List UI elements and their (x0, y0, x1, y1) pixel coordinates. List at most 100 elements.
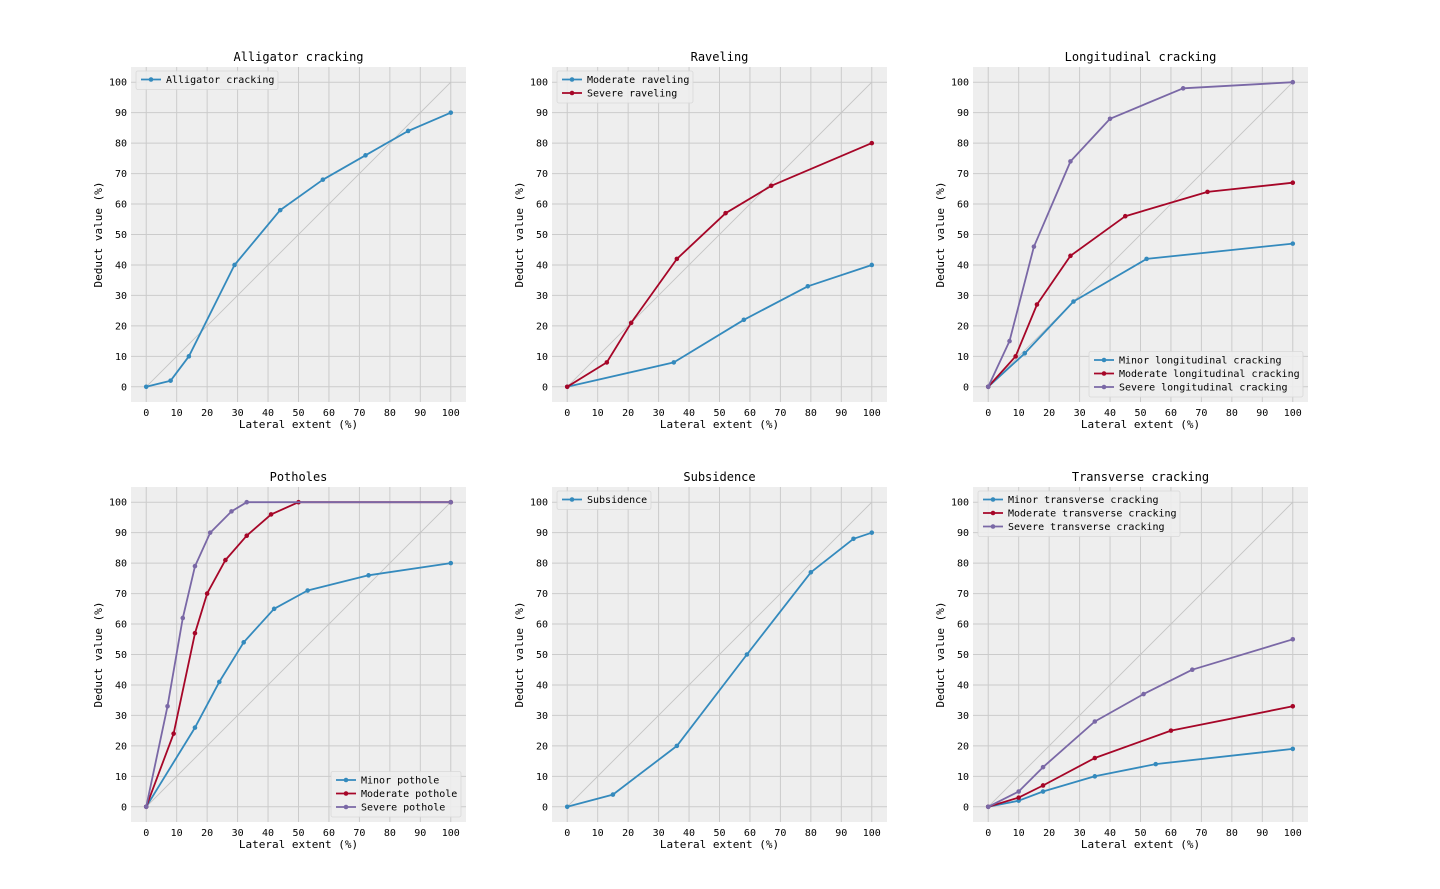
x-tick-label: 100 (1284, 408, 1302, 419)
y-tick-label: 30 (536, 711, 548, 722)
y-tick-label: 60 (536, 620, 548, 631)
data-point (244, 533, 250, 539)
x-tick-label: 100 (442, 828, 460, 839)
data-point (1022, 350, 1028, 356)
x-tick-label: 50 (713, 828, 725, 839)
legend-swatch-marker (569, 77, 575, 82)
chart-panel: 0 10 20 30 40 50 60 70 80 90 100 0 10 20 30 40 50 60 70 80 9… (92, 470, 466, 851)
y-tick-label: 30 (115, 711, 127, 722)
data-point (869, 530, 875, 535)
legend-entry: Severe raveling (587, 89, 677, 100)
legend-swatch-marker (569, 497, 575, 502)
legend-swatch-marker (990, 510, 996, 516)
data-point (1189, 667, 1195, 673)
y-tick-label: 50 (957, 650, 969, 661)
y-tick-label: 30 (957, 711, 969, 722)
legend-entry: Severe transverse cracking (1008, 522, 1165, 533)
data-point (1290, 636, 1296, 642)
legend: Moderate raveling Severe raveling (556, 70, 694, 104)
y-tick-label: 100 (109, 498, 127, 509)
y-tick-label: 40 (957, 680, 969, 691)
y-tick-label: 90 (115, 528, 127, 539)
y-tick-label: 40 (536, 680, 548, 691)
y-tick-label: 0 (542, 382, 548, 393)
data-point (1144, 256, 1149, 262)
reference-diagonal (145, 501, 452, 808)
data-point (1290, 746, 1296, 752)
data-point (674, 743, 680, 749)
x-tick-label: 10 (1013, 408, 1025, 419)
legend: Minor longitudinal cracking Moderate long… (1088, 351, 1304, 398)
data-point (277, 207, 283, 213)
data-point (268, 512, 274, 517)
data-point (204, 591, 210, 596)
y-tick-label: 60 (115, 620, 127, 631)
x-tick-label: 100 (442, 408, 460, 419)
y-tick-label: 60 (115, 200, 127, 211)
y-tick-label: 90 (536, 108, 548, 119)
chart-panel: 0 10 20 30 40 50 60 70 80 90 100 0 10 20 30 40 50 60 70 80 9… (934, 470, 1308, 851)
data-point (271, 606, 277, 612)
data-point (1092, 774, 1098, 779)
chart-title: Longitudinal cracking (1065, 50, 1217, 64)
y-tick-label: 30 (957, 291, 969, 302)
series-line (145, 562, 451, 808)
x-tick-label: 30 (653, 408, 665, 419)
x-tick-label: 80 (1226, 408, 1238, 419)
data-point (143, 384, 149, 390)
y-tick-label: 40 (957, 260, 969, 271)
chart-panel: 0 10 20 30 40 50 60 70 80 90 100 0 10 20 30 40 50 60 70 80 9… (934, 50, 1308, 431)
y-tick-label: 20 (536, 741, 548, 752)
data-point (223, 557, 228, 563)
data-point (1141, 691, 1146, 697)
x-tick-label: 50 (1134, 828, 1146, 839)
data-point (1290, 180, 1296, 186)
data-point (1092, 755, 1098, 761)
x-tick-label: 100 (863, 828, 881, 839)
data-point (207, 530, 213, 535)
x-tick-label: 90 (1256, 828, 1268, 839)
data-point (1031, 244, 1037, 249)
chart-title: Transverse cracking (1072, 470, 1209, 484)
legend-entry: Minor transverse cracking (1008, 495, 1159, 506)
legend-box (135, 70, 279, 90)
x-tick-label: 80 (805, 828, 817, 839)
y-tick-label: 0 (121, 382, 127, 393)
x-tick-label: 40 (1104, 828, 1116, 839)
y-tick-label: 70 (115, 169, 127, 180)
y-tick-label: 40 (115, 680, 127, 691)
x-tick-label: 40 (1104, 408, 1116, 419)
x-tick-label: 60 (323, 408, 335, 419)
x-axis-label: Lateral extent (%) (1081, 838, 1200, 851)
data-point (985, 804, 991, 810)
legend-swatch-marker (343, 777, 349, 783)
y-tick-label: 70 (115, 589, 127, 600)
y-tick-label: 100 (951, 78, 969, 89)
data-point (869, 262, 875, 268)
data-point (723, 210, 728, 216)
chart-title: Raveling (691, 50, 749, 64)
y-tick-label: 80 (115, 559, 127, 570)
x-tick-label: 20 (1043, 828, 1055, 839)
y-tick-label: 40 (536, 260, 548, 271)
x-tick-label: 80 (805, 408, 817, 419)
data-point (305, 588, 310, 593)
y-tick-label: 70 (536, 169, 548, 180)
legend-entry: Alligator cracking (166, 75, 274, 86)
y-tick-label: 90 (536, 528, 548, 539)
data-point (604, 360, 610, 365)
data-point (1016, 795, 1021, 800)
data-point (1068, 253, 1073, 259)
x-tick-label: 10 (171, 408, 183, 419)
data-point (805, 283, 811, 289)
x-tick-label: 70 (774, 408, 786, 419)
data-point (1092, 719, 1098, 724)
y-tick-label: 60 (957, 620, 969, 631)
legend-swatch-marker (990, 497, 996, 502)
x-tick-label: 20 (1043, 408, 1055, 419)
legend: Minor pothole Moderate pothole Severe poth… (330, 771, 462, 818)
x-tick-label: 0 (564, 828, 570, 839)
data-point (448, 560, 454, 566)
data-point (366, 573, 371, 578)
y-tick-label: 10 (115, 352, 127, 363)
